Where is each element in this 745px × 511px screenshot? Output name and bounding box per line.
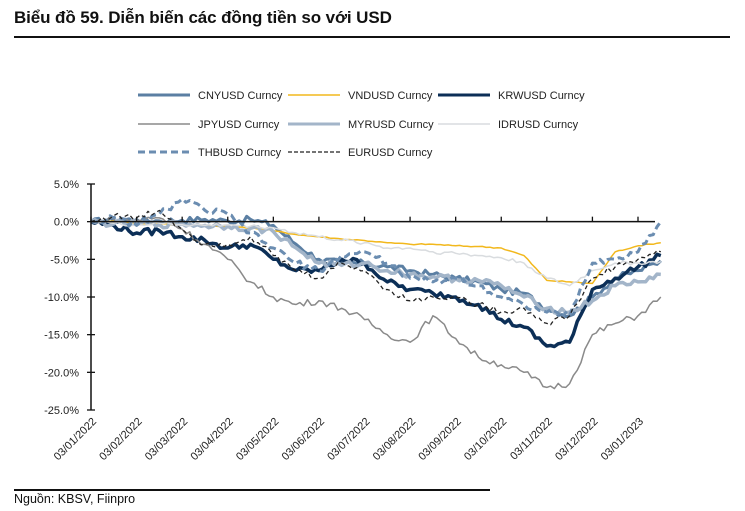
y-tick-label: -10.0% bbox=[44, 292, 79, 304]
legend-item-vndusd: VNDUSD Curncy bbox=[288, 90, 433, 102]
x-tick-label: 03/08/2022 bbox=[371, 416, 418, 463]
x-tick-label: 03/12/2022 bbox=[553, 416, 600, 463]
legend-item-eurusd: EURUSD Curncy bbox=[288, 147, 433, 159]
y-tick-label: -15.0% bbox=[44, 330, 79, 342]
legend-item-krwusd: KRWUSD Curncy bbox=[438, 90, 585, 102]
x-tick-label: 03/01/2022 bbox=[52, 416, 99, 463]
legend-item-thbusd: THBUSD Curncy bbox=[138, 147, 282, 159]
legend-label: CNYUSD Curncy bbox=[198, 90, 283, 102]
x-tick-label: 03/04/2022 bbox=[188, 416, 235, 463]
y-tick-label: 0.0% bbox=[54, 217, 79, 229]
legend-item-idrusd: IDRUSD Curncy bbox=[438, 119, 579, 131]
x-tick-label: 03/05/2022 bbox=[234, 416, 281, 463]
x-tick-label: 03/01/2023 bbox=[599, 416, 646, 463]
legend-label: JPYUSD Curncy bbox=[198, 119, 280, 131]
legend-label: KRWUSD Curncy bbox=[498, 90, 585, 102]
y-tick-label: -5.0% bbox=[50, 254, 79, 266]
legend-label: IDRUSD Curncy bbox=[498, 119, 579, 131]
legend-label: MYRUSD Curncy bbox=[348, 119, 434, 131]
legend-item-cnyusd: CNYUSD Curncy bbox=[138, 90, 283, 102]
series-line-thbusd bbox=[90, 197, 663, 319]
y-tick-label: 5.0% bbox=[54, 179, 79, 191]
legend-label: EURUSD Curncy bbox=[348, 147, 433, 159]
series-line-jpyusd bbox=[90, 216, 662, 390]
x-tick-label: 03/02/2022 bbox=[97, 416, 144, 463]
series-line-idrusd bbox=[90, 221, 662, 287]
series-line-eurusd bbox=[90, 209, 661, 326]
y-tick-label: -20.0% bbox=[44, 367, 79, 379]
x-tick-label: 03/06/2022 bbox=[280, 416, 327, 463]
legend-label: VNDUSD Curncy bbox=[348, 90, 433, 102]
legend-item-jpyusd: JPYUSD Curncy bbox=[138, 119, 280, 131]
x-tick-label: 03/07/2022 bbox=[325, 416, 372, 463]
x-tick-label: 03/09/2022 bbox=[416, 416, 463, 463]
series-layer bbox=[90, 197, 663, 390]
source-divider bbox=[14, 489, 490, 491]
title-divider bbox=[14, 36, 730, 38]
x-tick-label: 03/11/2022 bbox=[508, 416, 555, 463]
x-tick-label: 03/03/2022 bbox=[143, 416, 190, 463]
source-note: Nguồn: KBSV, Fiinpro bbox=[14, 492, 136, 506]
x-tick-label: 03/10/2022 bbox=[462, 416, 509, 463]
legend-label: THBUSD Curncy bbox=[198, 147, 282, 159]
y-tick-label: -25.0% bbox=[44, 405, 79, 417]
series-line-krwusd bbox=[90, 219, 662, 349]
chart-title: Biểu đồ 59. Diễn biến các đồng tiền so v… bbox=[14, 8, 392, 27]
legend-item-myrusd: MYRUSD Curncy bbox=[288, 119, 434, 131]
chart-legend: CNYUSD Curncy VNDUSD Curncy KRWUSD Curncy J… bbox=[138, 90, 585, 159]
series-line-myrusd bbox=[90, 218, 661, 315]
axes: 5.0%0.0%-5.0%-10.0%-15.0%-20.0%-25.0%03/… bbox=[44, 179, 655, 463]
